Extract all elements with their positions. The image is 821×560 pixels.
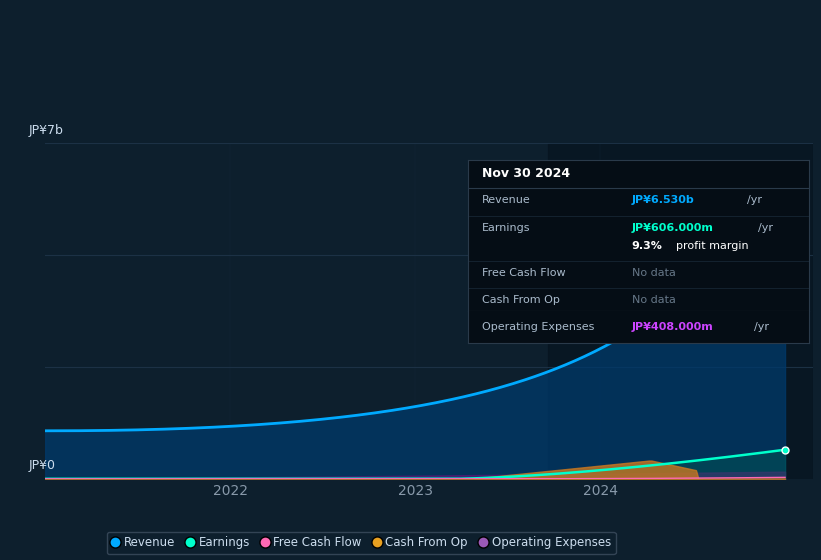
- Text: JP¥0: JP¥0: [29, 459, 56, 472]
- Text: Nov 30 2024: Nov 30 2024: [482, 167, 570, 180]
- Text: No data: No data: [631, 268, 676, 278]
- Text: /yr: /yr: [747, 195, 763, 206]
- Text: /yr: /yr: [758, 223, 773, 232]
- Bar: [548, 143, 813, 479]
- Text: Free Cash Flow: Free Cash Flow: [482, 268, 565, 278]
- Text: JP¥408.000m: JP¥408.000m: [631, 322, 713, 332]
- Text: No data: No data: [631, 295, 676, 305]
- Text: profit margin: profit margin: [676, 241, 749, 251]
- Text: Operating Expenses: Operating Expenses: [482, 322, 594, 332]
- Text: JP¥6.530b: JP¥6.530b: [631, 195, 695, 206]
- Text: Revenue: Revenue: [482, 195, 530, 206]
- Text: JP¥606.000m: JP¥606.000m: [631, 223, 713, 232]
- Text: Earnings: Earnings: [482, 223, 530, 232]
- Text: Cash From Op: Cash From Op: [482, 295, 559, 305]
- Text: 9.3%: 9.3%: [631, 241, 663, 251]
- Text: JP¥7b: JP¥7b: [29, 124, 63, 137]
- Text: /yr: /yr: [754, 322, 769, 332]
- Legend: Revenue, Earnings, Free Cash Flow, Cash From Op, Operating Expenses: Revenue, Earnings, Free Cash Flow, Cash …: [107, 531, 616, 554]
